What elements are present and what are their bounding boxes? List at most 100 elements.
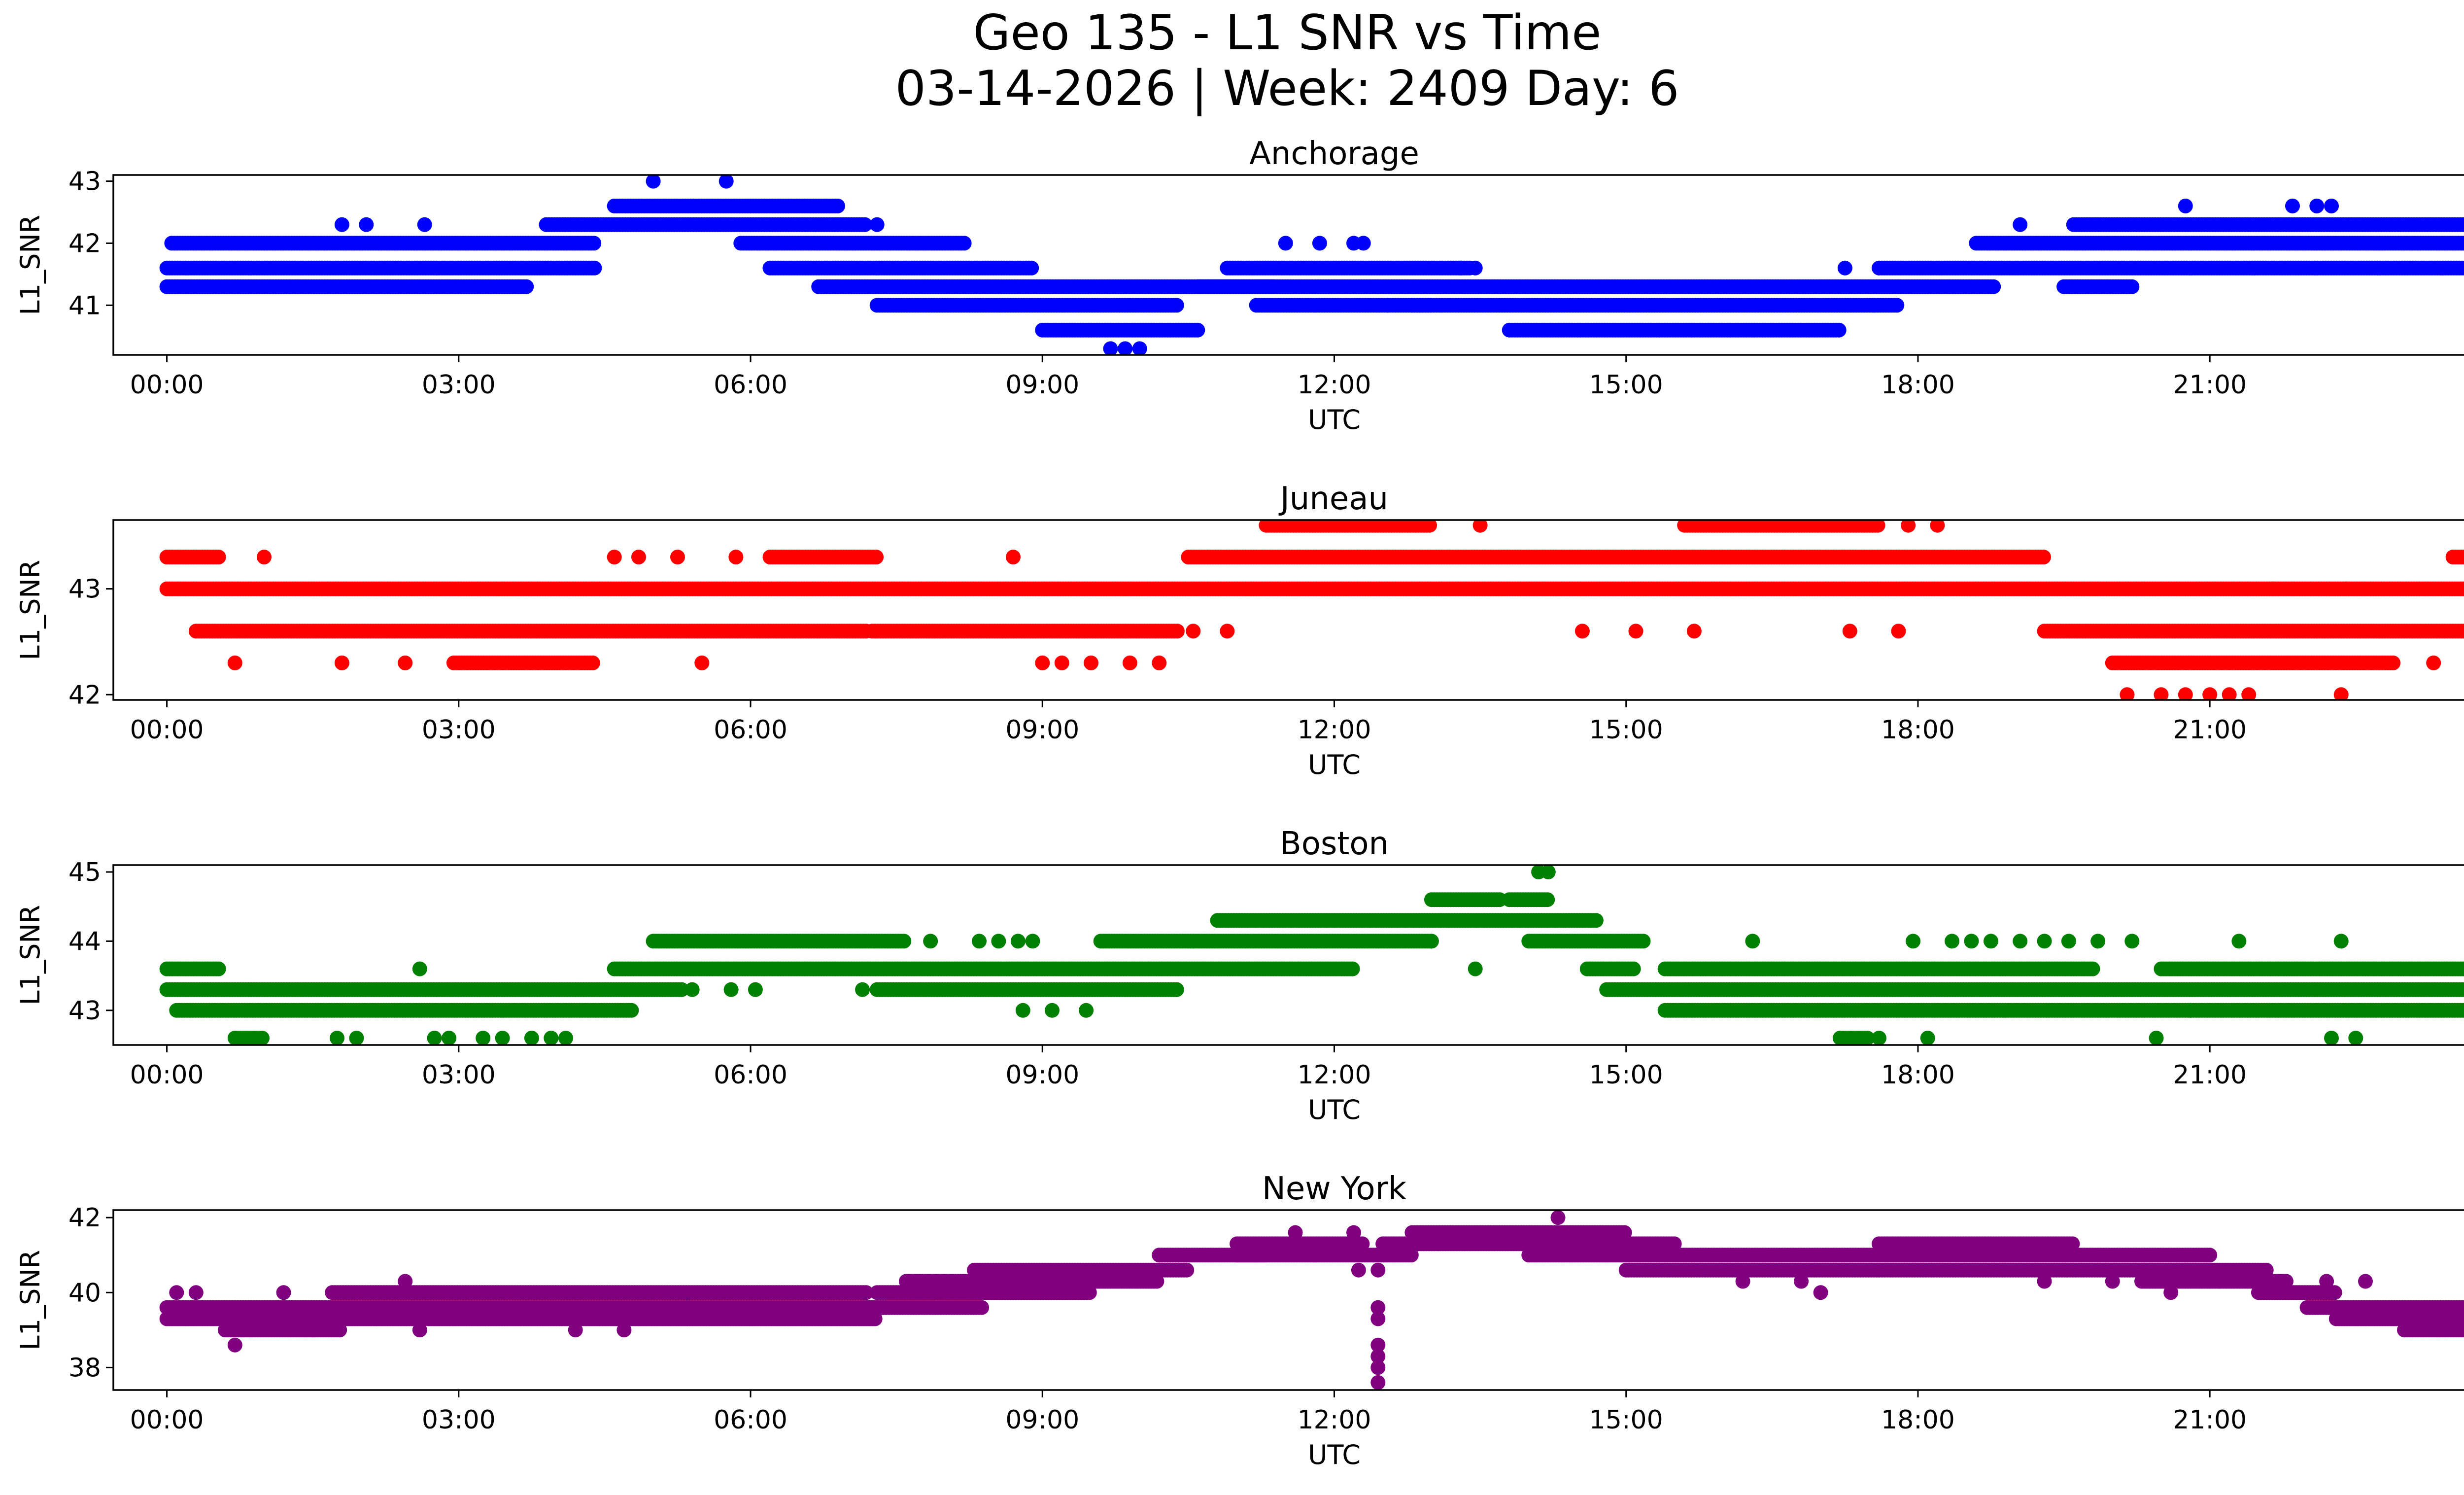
- x-tick-label: 03:00: [422, 715, 496, 745]
- data-point: [2462, 626, 2464, 636]
- x-tick-label: 18:00: [1881, 370, 1955, 400]
- x-tick-label: 06:00: [714, 370, 787, 400]
- data-point: [2324, 198, 2339, 213]
- data-point: [1169, 298, 1184, 313]
- data-point: [2285, 198, 2300, 213]
- data-point: [2459, 236, 2464, 250]
- data-point: [1356, 236, 1371, 251]
- data-point: [1574, 624, 1590, 639]
- data-point: [2460, 261, 2464, 275]
- data-point: [2222, 687, 2237, 700]
- x-tick-label: 21:00: [2173, 715, 2247, 745]
- data-point: [1842, 624, 1857, 639]
- data-point: [2036, 550, 2051, 565]
- data-point: [1870, 520, 1885, 533]
- subplot-title: Juneau: [1278, 481, 1388, 517]
- data-point: [1986, 279, 2001, 294]
- data-point: [1472, 520, 1488, 533]
- data-point: [2459, 550, 2464, 564]
- data-point: [2459, 624, 2464, 638]
- data-point: [1220, 624, 1235, 639]
- data-point: [2386, 655, 2401, 670]
- data-point: [1930, 520, 1945, 533]
- data-point: [869, 550, 884, 565]
- data-point: [1152, 655, 1167, 670]
- data-point: [1831, 322, 1847, 338]
- data-point: [830, 198, 845, 213]
- data-point: [1453, 260, 1469, 276]
- y-tick-label: 43: [68, 575, 101, 604]
- x-tick-label: 12:00: [1298, 715, 1371, 745]
- data-point: [587, 260, 602, 276]
- data-point: [631, 550, 646, 565]
- data-point: [646, 175, 661, 189]
- data-point: [1901, 520, 1916, 533]
- data-point: [1132, 341, 1147, 355]
- data-point: [1468, 260, 1483, 276]
- data-point: [1312, 236, 1327, 251]
- x-tick-label: 12:00: [1298, 370, 1371, 400]
- data-point: [1118, 341, 1133, 355]
- data-point: [334, 217, 349, 232]
- x-tick-label: 15:00: [1589, 370, 1663, 400]
- data-point: [1006, 550, 1021, 565]
- data-point: [519, 279, 534, 294]
- x-axis-label: UTC: [1308, 749, 1361, 780]
- data-point: [257, 550, 272, 565]
- subplots: Anchorage 00:00 03:00 06:00 09:00 12:00 15:00 1…: [15, 136, 2464, 1470]
- data-point: [2338, 581, 2354, 596]
- data-point: [2202, 687, 2218, 700]
- subplot-title: Anchorage: [1249, 136, 1419, 172]
- data-point: [1122, 655, 1137, 670]
- data-point: [1024, 260, 1039, 276]
- data-point: [869, 217, 885, 232]
- data-point: [728, 550, 744, 565]
- data-point: [2426, 655, 2441, 670]
- y-tick-label: 41: [68, 291, 101, 320]
- data-point: [2463, 264, 2464, 273]
- data-point: [1889, 298, 1905, 313]
- data-point: [227, 655, 242, 670]
- subplot-anchorage: Anchorage 00:00 03:00 06:00 09:00 12:00 15:00 1…: [15, 136, 2464, 435]
- data-point: [1084, 655, 1098, 670]
- data-point: [2462, 552, 2464, 562]
- data-point: [674, 982, 689, 997]
- data-point: [1422, 520, 1437, 533]
- y-tick-label: 42: [68, 680, 101, 710]
- data-point: [2461, 583, 2464, 595]
- data-point: [1169, 624, 1185, 639]
- data-point: [1891, 624, 1906, 639]
- x-tick-label: 09:00: [1005, 370, 1079, 400]
- data-point: [1837, 260, 1852, 276]
- data-point: [2265, 581, 2281, 596]
- x-tick-label: 18:00: [1881, 715, 1955, 745]
- data-point: [1686, 624, 1702, 639]
- data-point: [417, 217, 432, 232]
- data-point: [719, 175, 734, 189]
- data-point: [2241, 687, 2257, 700]
- data-point: [1103, 341, 1118, 355]
- data-series: [159, 175, 2464, 355]
- data-point: [1628, 624, 1643, 639]
- data-series: [159, 865, 2464, 1045]
- x-tick-label: 09:00: [1005, 715, 1079, 745]
- data-point: [2178, 687, 2193, 700]
- data-point: [1035, 655, 1050, 670]
- data-point: [1054, 655, 1069, 670]
- x-tick-label: 00:00: [130, 370, 204, 400]
- data-point: [2120, 687, 2135, 700]
- figure-title-line-1: Geo 135 - L1 SNR vs Time: [973, 5, 1602, 61]
- data-point: [359, 217, 374, 232]
- x-tick-label: 03:00: [422, 370, 496, 400]
- x-axis-label: UTC: [1308, 404, 1361, 435]
- data-point: [1867, 298, 1882, 313]
- data-point: [2124, 279, 2140, 294]
- figure-title-line-2: 03-14-2026 | Week: 2409 Day: 6: [895, 61, 1679, 117]
- data-point: [2178, 198, 2193, 213]
- data-point: [334, 655, 349, 670]
- data-point: [2013, 217, 2028, 232]
- data-point: [957, 236, 972, 251]
